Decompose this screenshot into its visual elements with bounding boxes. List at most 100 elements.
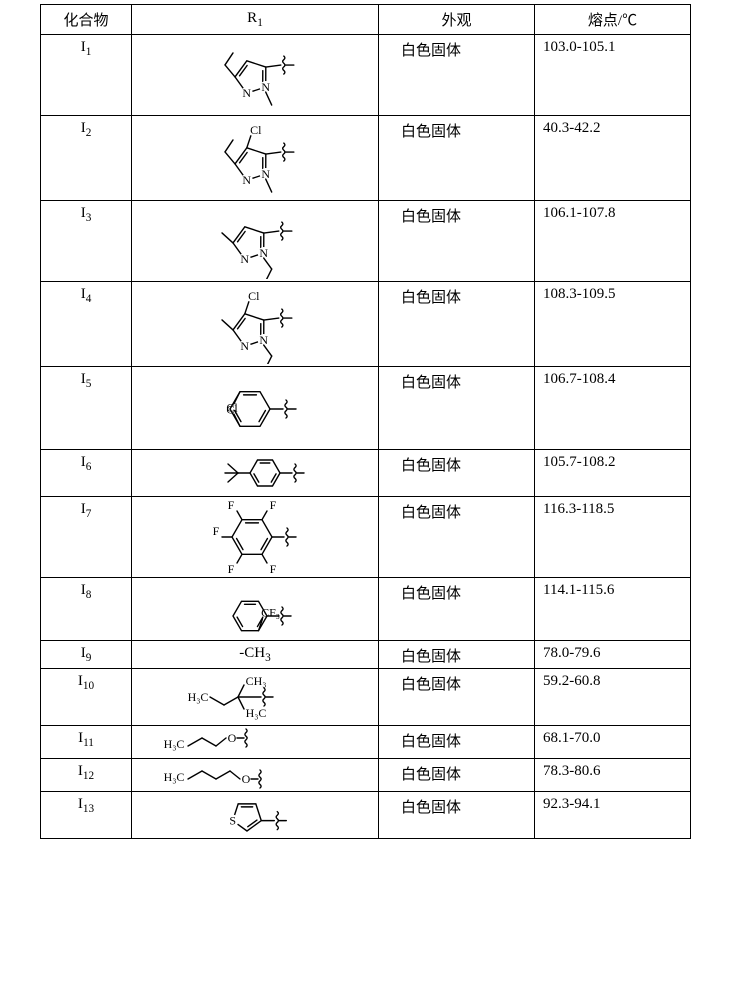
table-row: I10 H₃CCH₃H₃C 白色固体 59.2-60.8 — [41, 669, 691, 726]
structure-svg: S — [185, 794, 325, 836]
svg-text:H₃C: H₃C — [246, 706, 267, 720]
cell-compound: I10 — [41, 669, 132, 726]
cell-mp: 78.0-79.6 — [535, 641, 691, 669]
svg-text:Cl: Cl — [226, 403, 238, 417]
cell-r1: H₃C O — [132, 726, 379, 759]
table-row: I12 H₃C O 白色固体 78.3-80.6 — [41, 759, 691, 792]
cell-r1: S — [132, 792, 379, 839]
cell-appearance: 白色固体 — [379, 35, 535, 116]
cell-r1: H₃C O — [132, 759, 379, 792]
cell-mp: 108.3-109.5 — [535, 282, 691, 367]
cell-compound: I2 — [41, 116, 132, 201]
table-row: I4 NNCl 白色固体 108.3-109.5 — [41, 282, 691, 367]
svg-text:N: N — [240, 252, 249, 266]
cell-r1 — [132, 450, 379, 497]
cell-appearance: 白色固体 — [379, 116, 535, 201]
structure-svg: NNCl — [180, 284, 330, 364]
cell-appearance: 白色固体 — [379, 497, 535, 578]
structure-svg: FFFFF — [180, 499, 330, 575]
structure-svg: NN — [180, 37, 330, 113]
cell-appearance: 白色固体 — [379, 282, 535, 367]
cell-appearance: 白色固体 — [379, 367, 535, 450]
table-header-row: 化合物 R1 外观 熔点/℃ — [41, 5, 691, 35]
cell-compound: I13 — [41, 792, 132, 839]
cell-compound: I8 — [41, 578, 132, 641]
structure-svg: NNCl — [180, 118, 330, 198]
cell-r1: NN — [132, 201, 379, 282]
cell-mp: 105.7-108.2 — [535, 450, 691, 497]
header-r1: R1 — [132, 5, 379, 35]
structure-svg: CF₃ — [180, 580, 330, 638]
cell-r1: H₃CCH₃H₃C — [132, 669, 379, 726]
table-body: I1 NN 白色固体 103.0-105.1 I2 NNCl 白色固体 40.3… — [41, 35, 691, 839]
structure-svg: ClCl — [180, 369, 330, 447]
svg-text:F: F — [228, 562, 235, 575]
svg-text:H₃C: H₃C — [164, 737, 185, 751]
header-compound: 化合物 — [41, 5, 132, 35]
table-row: I8 CF₃ 白色固体 114.1-115.6 — [41, 578, 691, 641]
table-row: I13 S 白色固体 92.3-94.1 — [41, 792, 691, 839]
svg-text:F: F — [270, 562, 277, 575]
cell-compound: I7 — [41, 497, 132, 578]
svg-text:O: O — [242, 772, 251, 786]
table-row: I9 -CH3 白色固体 78.0-79.6 — [41, 641, 691, 669]
cell-r1: FFFFF — [132, 497, 379, 578]
cell-mp: 40.3-42.2 — [535, 116, 691, 201]
table-row: I6 白色固体 105.7-108.2 — [41, 450, 691, 497]
svg-text:F: F — [228, 499, 235, 512]
structure-svg: H₃CCH₃H₃C — [170, 671, 340, 723]
cell-appearance: 白色固体 — [379, 201, 535, 282]
cell-compound: I9 — [41, 641, 132, 669]
structure-svg: H₃C O — [160, 728, 350, 756]
svg-text:H₃C: H₃C — [164, 770, 185, 784]
svg-text:N: N — [240, 339, 249, 353]
svg-text:O: O — [228, 731, 237, 745]
cell-appearance: 白色固体 — [379, 450, 535, 497]
svg-text:N: N — [242, 173, 251, 187]
cell-compound: I12 — [41, 759, 132, 792]
table-row: I2 NNCl 白色固体 40.3-42.2 — [41, 116, 691, 201]
cell-r1: NNCl — [132, 282, 379, 367]
table-row: I7 FFFFF 白色固体 116.3-118.5 — [41, 497, 691, 578]
cell-mp: 68.1-70.0 — [535, 726, 691, 759]
cell-compound: I5 — [41, 367, 132, 450]
svg-text:CF₃: CF₃ — [261, 606, 280, 620]
table-row: I5 ClCl 白色固体 106.7-108.4 — [41, 367, 691, 450]
cell-mp: 106.7-108.4 — [535, 367, 691, 450]
cell-compound: I3 — [41, 201, 132, 282]
cell-mp: 106.1-107.8 — [535, 201, 691, 282]
cell-mp: 114.1-115.6 — [535, 578, 691, 641]
cell-r1: CF₃ — [132, 578, 379, 641]
svg-text:F: F — [270, 499, 277, 512]
cell-appearance: 白色固体 — [379, 759, 535, 792]
table-row: I1 NN 白色固体 103.0-105.1 — [41, 35, 691, 116]
header-mp: 熔点/℃ — [535, 5, 691, 35]
cell-mp: 116.3-118.5 — [535, 497, 691, 578]
cell-mp: 103.0-105.1 — [535, 35, 691, 116]
table-row: I11 H₃C O 白色固体 68.1-70.0 — [41, 726, 691, 759]
cell-mp: 59.2-60.8 — [535, 669, 691, 726]
cell-appearance: 白色固体 — [379, 669, 535, 726]
cell-r1: NNCl — [132, 116, 379, 201]
header-appearance: 外观 — [379, 5, 535, 35]
structure-svg: H₃C O — [160, 761, 350, 789]
cell-appearance: 白色固体 — [379, 792, 535, 839]
svg-text:S: S — [229, 814, 236, 828]
cell-mp: 78.3-80.6 — [535, 759, 691, 792]
cell-r1: -CH3 — [132, 641, 379, 669]
structure-svg: NN — [180, 203, 330, 279]
r1-text: -CH3 — [239, 645, 270, 661]
page-container: 化合物 R1 外观 熔点/℃ I1 NN 白色固体 103.0-105.1 I2… — [0, 0, 731, 859]
svg-text:H₃C: H₃C — [188, 690, 209, 704]
cell-mp: 92.3-94.1 — [535, 792, 691, 839]
cell-appearance: 白色固体 — [379, 641, 535, 669]
cell-compound: I6 — [41, 450, 132, 497]
cell-compound: I11 — [41, 726, 132, 759]
svg-text:F: F — [213, 524, 220, 538]
compound-table: 化合物 R1 外观 熔点/℃ I1 NN 白色固体 103.0-105.1 I2… — [40, 4, 691, 839]
svg-text:Cl: Cl — [250, 123, 262, 137]
cell-appearance: 白色固体 — [379, 726, 535, 759]
cell-r1: NN — [132, 35, 379, 116]
cell-appearance: 白色固体 — [379, 578, 535, 641]
cell-compound: I1 — [41, 35, 132, 116]
